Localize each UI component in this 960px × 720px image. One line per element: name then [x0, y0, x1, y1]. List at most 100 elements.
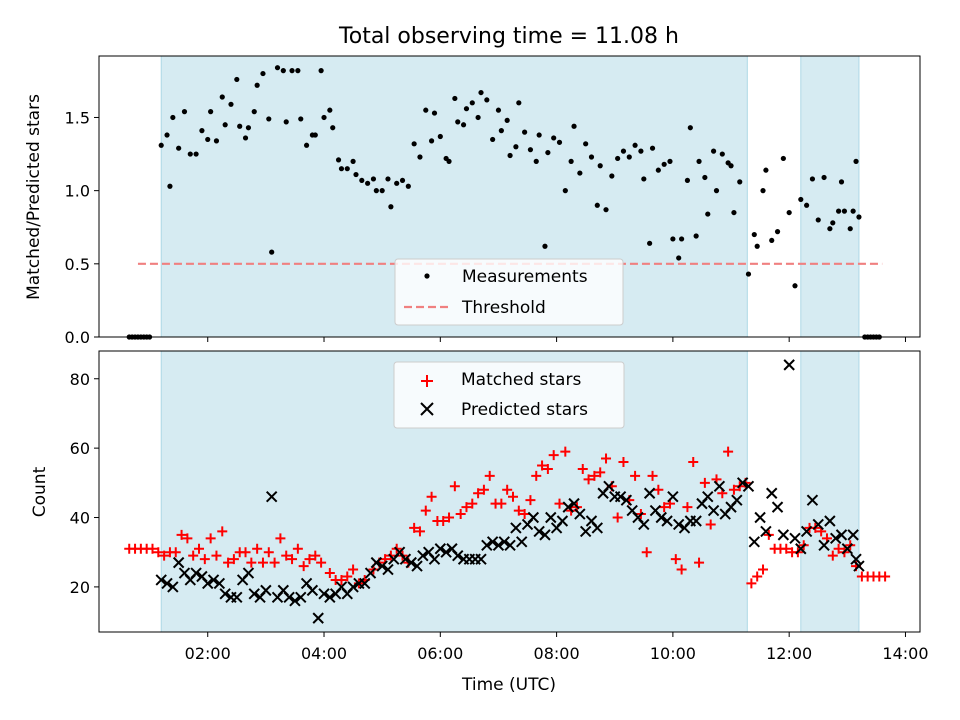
predicted-star-point: [707, 504, 720, 517]
measurement-point: [533, 158, 539, 164]
matched-star-point: [676, 564, 687, 575]
measurement-point: [809, 176, 816, 182]
matched-star-point: [176, 529, 187, 540]
observing-window: [800, 55, 860, 338]
predicted-star-point: [492, 539, 505, 551]
predicted-star-point: [440, 546, 452, 558]
predicted-star-point: [207, 574, 220, 586]
matched-star-point: [781, 543, 792, 554]
measurement-point: [571, 123, 577, 129]
predicted-star-point: [202, 577, 214, 590]
matched-star-point: [833, 543, 844, 554]
predicted-star-point: [562, 501, 574, 513]
matched-star-point: [426, 491, 437, 502]
y-tick-label: 20: [70, 578, 90, 597]
measurement-point: [245, 125, 252, 131]
measurement-point: [330, 125, 336, 131]
matched-star-point: [461, 502, 472, 513]
measurement-point: [344, 166, 350, 172]
predicted-star-point: [591, 522, 604, 534]
measurement-point: [158, 142, 164, 148]
measurement-point: [804, 202, 810, 208]
predicted-star-point: [486, 536, 499, 548]
measurement-point: [830, 220, 836, 226]
measurement-point: [428, 138, 435, 144]
predicted-star-point: [789, 532, 801, 545]
predicted-star-point: [847, 529, 859, 541]
matched-star-point: [153, 547, 164, 558]
y-tick-label: 80: [70, 370, 90, 389]
predicted-star-point: [498, 536, 510, 548]
measurement-point: [632, 142, 638, 148]
matched-star-point: [281, 550, 292, 561]
predicted-star-point: [574, 508, 586, 520]
matched-star-point: [653, 484, 664, 495]
predicted-star-point: [690, 515, 702, 527]
measurement-point: [167, 183, 173, 189]
measurement-point: [838, 179, 845, 185]
matched-star-point: [240, 547, 251, 558]
measurement-point: [335, 157, 342, 163]
predicted-star-point: [452, 549, 464, 562]
predicted-star-point: [475, 553, 487, 565]
measurement-point: [338, 166, 345, 172]
matched-star-point: [147, 543, 158, 554]
measurement-point: [228, 101, 234, 107]
measurement-point: [626, 154, 632, 160]
matched-star-point: [484, 470, 495, 481]
matched-star-point: [723, 446, 734, 457]
matched-star-point: [263, 547, 274, 558]
measurement-point: [513, 144, 519, 150]
measurement-point: [737, 179, 743, 185]
measurement-point: [679, 236, 685, 242]
predicted-star-point: [835, 529, 848, 541]
measurement-point: [399, 177, 406, 184]
measurement-point: [597, 163, 603, 169]
measurement-point: [835, 208, 842, 214]
predicted-star-point: [579, 525, 592, 538]
matched-star-point: [758, 564, 769, 575]
predicted-star-point: [742, 480, 755, 493]
matched-star-point: [205, 533, 216, 544]
y-tick-label: 1.5: [65, 108, 90, 127]
measurement-point: [478, 89, 484, 96]
predicted-star-point: [260, 584, 272, 597]
predicted-star-point: [545, 511, 557, 524]
predicted-star-point: [655, 511, 667, 524]
measurement-point: [745, 271, 752, 277]
predicted-star-point: [405, 556, 417, 569]
measurement-point: [417, 154, 423, 160]
measurement-point: [181, 109, 188, 115]
measurement-point: [234, 76, 240, 83]
matched-star-point: [467, 498, 478, 509]
measurement-point: [463, 106, 470, 112]
measurement-point: [507, 152, 513, 159]
matched-star-point: [694, 557, 705, 568]
predicted-star-point: [504, 539, 516, 551]
predicted-star-point: [370, 556, 383, 569]
measurement-point: [359, 177, 365, 184]
matched-star-point: [420, 505, 431, 516]
measurement-point: [702, 174, 708, 181]
legend-label-measurements: Measurements: [462, 267, 588, 287]
x-tick-label: 12:00: [766, 644, 812, 663]
predicted-star-point: [614, 490, 627, 503]
measurement-point: [522, 129, 528, 135]
matched-star-point: [647, 470, 658, 481]
predicted-star-point: [481, 539, 493, 551]
measurement-point: [164, 132, 170, 138]
matched-star-point: [223, 557, 234, 568]
top-legend: Measurements Threshold: [394, 258, 624, 326]
measurement-point: [754, 243, 760, 249]
predicted-star-point: [318, 588, 330, 600]
predicted-star-point: [795, 543, 807, 555]
measurement-point: [693, 233, 699, 239]
y-tick-label: 1.0: [65, 182, 90, 201]
matched-star-point: [310, 550, 321, 561]
matched-star-point: [159, 550, 170, 561]
measurement-point: [667, 158, 673, 164]
matched-star-point: [269, 557, 280, 568]
measurement-point: [260, 70, 266, 77]
predicted-star-point: [295, 591, 307, 604]
